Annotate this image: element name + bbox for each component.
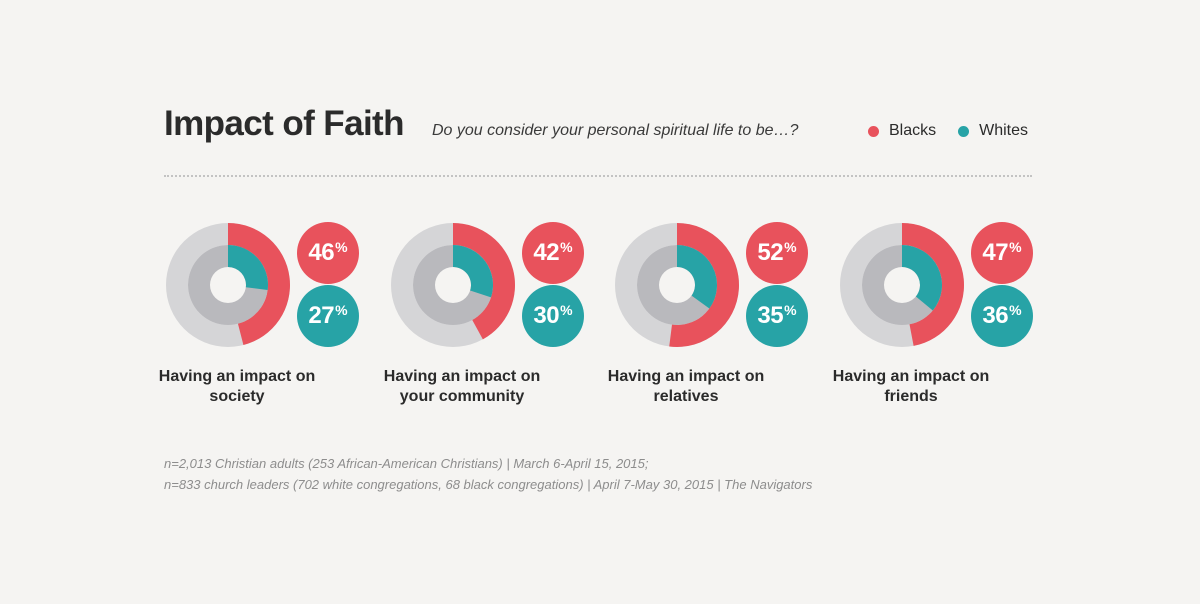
- category-label-society: Having an impact on society: [157, 367, 317, 407]
- category-label-friends: Having an impact on friends: [831, 367, 991, 407]
- donut-society: [166, 223, 290, 347]
- whites-value-badge-relatives: 35%: [746, 285, 808, 347]
- percent-sign: %: [335, 302, 348, 318]
- blacks-arc-relatives: [669, 223, 739, 347]
- whites-arc-friends: [902, 245, 942, 311]
- whites-arc-society: [228, 245, 268, 291]
- donut-your-community: [391, 223, 515, 347]
- whites-value-your-community: 30: [533, 302, 560, 329]
- percent-sign: %: [1009, 239, 1022, 255]
- footnote-line-2: n=833 church leaders (702 white congrega…: [164, 477, 813, 492]
- category-label-line-1: Having an impact on: [607, 368, 765, 385]
- whites-value-relatives: 35: [757, 302, 784, 329]
- blacks-value-society: 46: [308, 239, 335, 266]
- whites-value-society: 27: [308, 302, 335, 329]
- category-label-line-2: friends: [884, 388, 938, 405]
- percent-sign: %: [335, 239, 348, 255]
- category-label-line-1: Having an impact on: [158, 368, 316, 385]
- footnote-line-1: n=2,013 Christian adults (253 African-Am…: [164, 456, 649, 471]
- percent-sign: %: [784, 302, 797, 318]
- category-label-line-2: relatives: [653, 388, 719, 405]
- percent-sign: %: [784, 239, 797, 255]
- blacks-value-friends: 47: [982, 239, 1009, 266]
- category-label-relatives: Having an impact on relatives: [606, 367, 766, 407]
- blacks-value-relatives: 52: [757, 239, 784, 266]
- legend: Blacks Whites: [868, 122, 1028, 140]
- percent-sign: %: [560, 239, 573, 255]
- legend-item-blacks: Blacks: [868, 122, 936, 140]
- category-label-line-1: Having an impact on: [832, 368, 990, 385]
- blacks-value-badge-your-community: 42%: [522, 222, 584, 284]
- category-label-your-community: Having an impact on your community: [382, 367, 542, 407]
- whites-arc-relatives: [677, 245, 717, 309]
- whites-value-badge-friends: 36%: [971, 285, 1033, 347]
- question-subtitle: Do you consider your personal spiritual …: [432, 122, 799, 139]
- whites-value-friends: 36: [982, 302, 1009, 329]
- blacks-arc-friends: [902, 223, 964, 346]
- panel-society: 46% 27% Having an impact on society: [159, 222, 375, 422]
- whites-value-badge-your-community: 30%: [522, 285, 584, 347]
- category-label-line-2: society: [209, 388, 265, 405]
- legend-dot-whites: [958, 125, 970, 137]
- category-label-line-2: your community: [399, 388, 525, 405]
- panel-friends: 47% 36% Having an impact on friends: [833, 222, 1049, 422]
- dotted-divider: [164, 175, 1032, 177]
- legend-item-whites: Whites: [958, 122, 1028, 140]
- blacks-value-badge-friends: 47%: [971, 222, 1033, 284]
- blacks-value-badge-relatives: 52%: [746, 222, 808, 284]
- category-label-line-1: Having an impact on: [383, 368, 541, 385]
- panel-relatives: 52% 35% Having an impact on relatives: [608, 222, 824, 422]
- blacks-value-your-community: 42: [533, 239, 560, 266]
- page-title: Impact of Faith: [164, 104, 405, 143]
- percent-sign: %: [1009, 302, 1022, 318]
- whites-value-badge-society: 27%: [297, 285, 359, 347]
- legend-dot-blacks: [868, 125, 879, 137]
- blacks-arc-your-community: [453, 223, 515, 340]
- panel-your-community: 42% 30% Having an impact on your community: [384, 222, 600, 422]
- donut-friends: [840, 223, 964, 347]
- legend-label-blacks: Blacks: [889, 122, 937, 139]
- blacks-value-badge-society: 46%: [297, 222, 359, 284]
- legend-label-whites: Whites: [979, 122, 1029, 139]
- donut-relatives: [615, 223, 739, 347]
- blacks-arc-society: [228, 223, 290, 346]
- percent-sign: %: [560, 302, 573, 318]
- whites-arc-your-community: [453, 245, 493, 298]
